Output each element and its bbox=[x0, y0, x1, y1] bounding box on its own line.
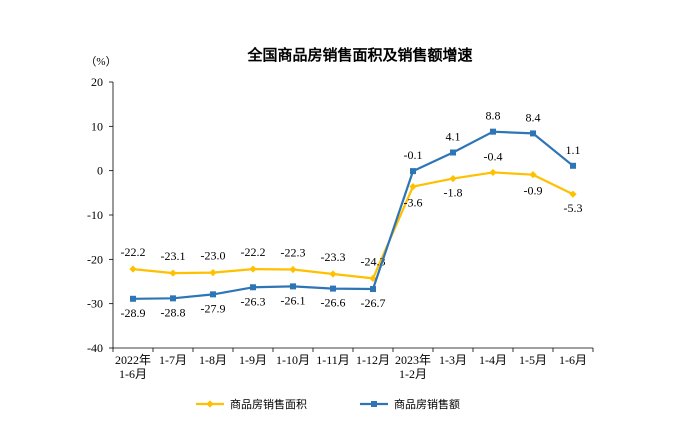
x-tick-label: 1-12月 bbox=[356, 353, 390, 367]
sales-amount-point bbox=[130, 295, 136, 302]
sales-area-data-label: -23.0 bbox=[201, 249, 226, 263]
sales-amount-series-line bbox=[132, 130, 574, 300]
y-tick-label: -10 bbox=[87, 208, 103, 222]
sales-amount-point bbox=[330, 285, 336, 292]
sales-area-data-label: -1.8 bbox=[444, 186, 463, 200]
sales-amount-data-label: 8.8 bbox=[486, 109, 501, 123]
sales-area-data-label: -22.2 bbox=[241, 245, 266, 259]
y-axis-ticks: -40 -30 -20 -10 0 10 20 bbox=[87, 75, 113, 355]
sales-area-point bbox=[209, 269, 217, 277]
y-tick-label: 0 bbox=[97, 164, 103, 178]
chart-title: 全国商品房销售面积及销售额增速 bbox=[246, 46, 472, 64]
x-tick-label: 1-8月 bbox=[199, 353, 227, 367]
x-tick-label: 1-4月 bbox=[479, 353, 507, 367]
y-tick-label: 20 bbox=[91, 75, 103, 89]
sales-amount-point bbox=[290, 283, 296, 290]
sales-area-data-label: -0.9 bbox=[524, 184, 543, 198]
sales-amount-data-label: -28.8 bbox=[161, 305, 186, 319]
sales-amount-point bbox=[530, 130, 536, 137]
sales-amount-point bbox=[250, 284, 256, 291]
x-tick-label: 1-7月 bbox=[159, 353, 187, 367]
sales-area-point bbox=[289, 265, 297, 274]
sales-amount-data-label: -28.9 bbox=[121, 306, 146, 320]
x-tick-label: 1-9月 bbox=[239, 353, 267, 367]
sales-amount-point bbox=[370, 286, 376, 293]
sales-area-point bbox=[169, 269, 177, 277]
y-tick-label: -20 bbox=[87, 252, 103, 266]
y-tick-label: -40 bbox=[87, 341, 103, 355]
sales-amount-data-label: -26.7 bbox=[361, 296, 386, 310]
x-tick-label: 1-2月 bbox=[399, 367, 427, 381]
sales-amount-point bbox=[490, 128, 496, 135]
sales-amount-data-label: -27.9 bbox=[201, 301, 226, 315]
sales-area-data-label: -3.6 bbox=[404, 196, 423, 210]
sales-amount-data-label: 1.1 bbox=[566, 143, 581, 157]
sales-amount-data-label: 8.4 bbox=[526, 110, 541, 124]
sales-amount-legend-label: 商品房销售额 bbox=[394, 397, 460, 411]
sales-amount-point bbox=[570, 162, 576, 169]
sales-amount-point bbox=[450, 149, 456, 156]
y-tick-label: -30 bbox=[87, 297, 103, 311]
sales-amount-point bbox=[170, 295, 176, 302]
sales-area-point bbox=[489, 168, 497, 177]
sales-area-point bbox=[409, 183, 417, 191]
sales-area-data-label: -23.1 bbox=[161, 249, 186, 263]
x-tick-label: 1-6月 bbox=[119, 367, 147, 381]
x-tick-label: 1-6月 bbox=[559, 353, 587, 367]
sales-area-data-label: -22.2 bbox=[121, 245, 146, 259]
sales-area-legend-label: 商品房销售面积 bbox=[230, 397, 307, 411]
sales-area-series-line bbox=[132, 171, 574, 280]
sales-area-data-label: -24.3 bbox=[361, 254, 386, 268]
sales-amount-data-label: -26.1 bbox=[281, 293, 306, 307]
sales-area-data-label: -5.3 bbox=[564, 201, 583, 215]
sales-amount-point bbox=[410, 168, 416, 175]
sales-area-point bbox=[249, 265, 257, 273]
sales-amount-point bbox=[210, 291, 216, 298]
x-tick-label: 1-3月 bbox=[439, 353, 467, 367]
x-tick-label: 2023年 bbox=[395, 353, 431, 367]
series-group: -22.2 -23.1 -23.0 -22.2 -22.3 -23.3 -24.3 -3.6 -… bbox=[121, 109, 583, 320]
sales-area-data-label: -22.3 bbox=[281, 246, 306, 260]
legend: 商品房销售面积 商品房销售额 bbox=[196, 397, 460, 411]
sales-area-data-label: -23.3 bbox=[321, 250, 346, 264]
sales-area-point bbox=[129, 265, 137, 273]
sales-amount-data-label: 4.1 bbox=[446, 129, 461, 143]
sales-area-point bbox=[529, 171, 537, 179]
x-tick-label: 1-11月 bbox=[316, 353, 350, 367]
x-tick-label: 1-5月 bbox=[519, 353, 547, 367]
sales-area-legend-marker bbox=[206, 400, 214, 408]
sales-area-point bbox=[449, 175, 457, 183]
sales-area-point bbox=[569, 190, 577, 198]
sales-amount-legend-marker bbox=[371, 401, 377, 407]
y-tick-label: 10 bbox=[91, 119, 103, 133]
sales-area-data-label: -0.4 bbox=[484, 149, 503, 163]
sales-amount-data-label: -26.6 bbox=[321, 296, 346, 310]
x-tick-label: 2022年 bbox=[115, 353, 151, 367]
sales-amount-data-label: -0.1 bbox=[404, 148, 423, 162]
sales-area-point bbox=[329, 270, 337, 278]
x-tick-label: 1-10月 bbox=[276, 353, 310, 367]
sales-area-point bbox=[369, 274, 377, 282]
sales-amount-data-label: -26.3 bbox=[241, 294, 266, 308]
y-axis-unit: （%） bbox=[85, 55, 116, 68]
